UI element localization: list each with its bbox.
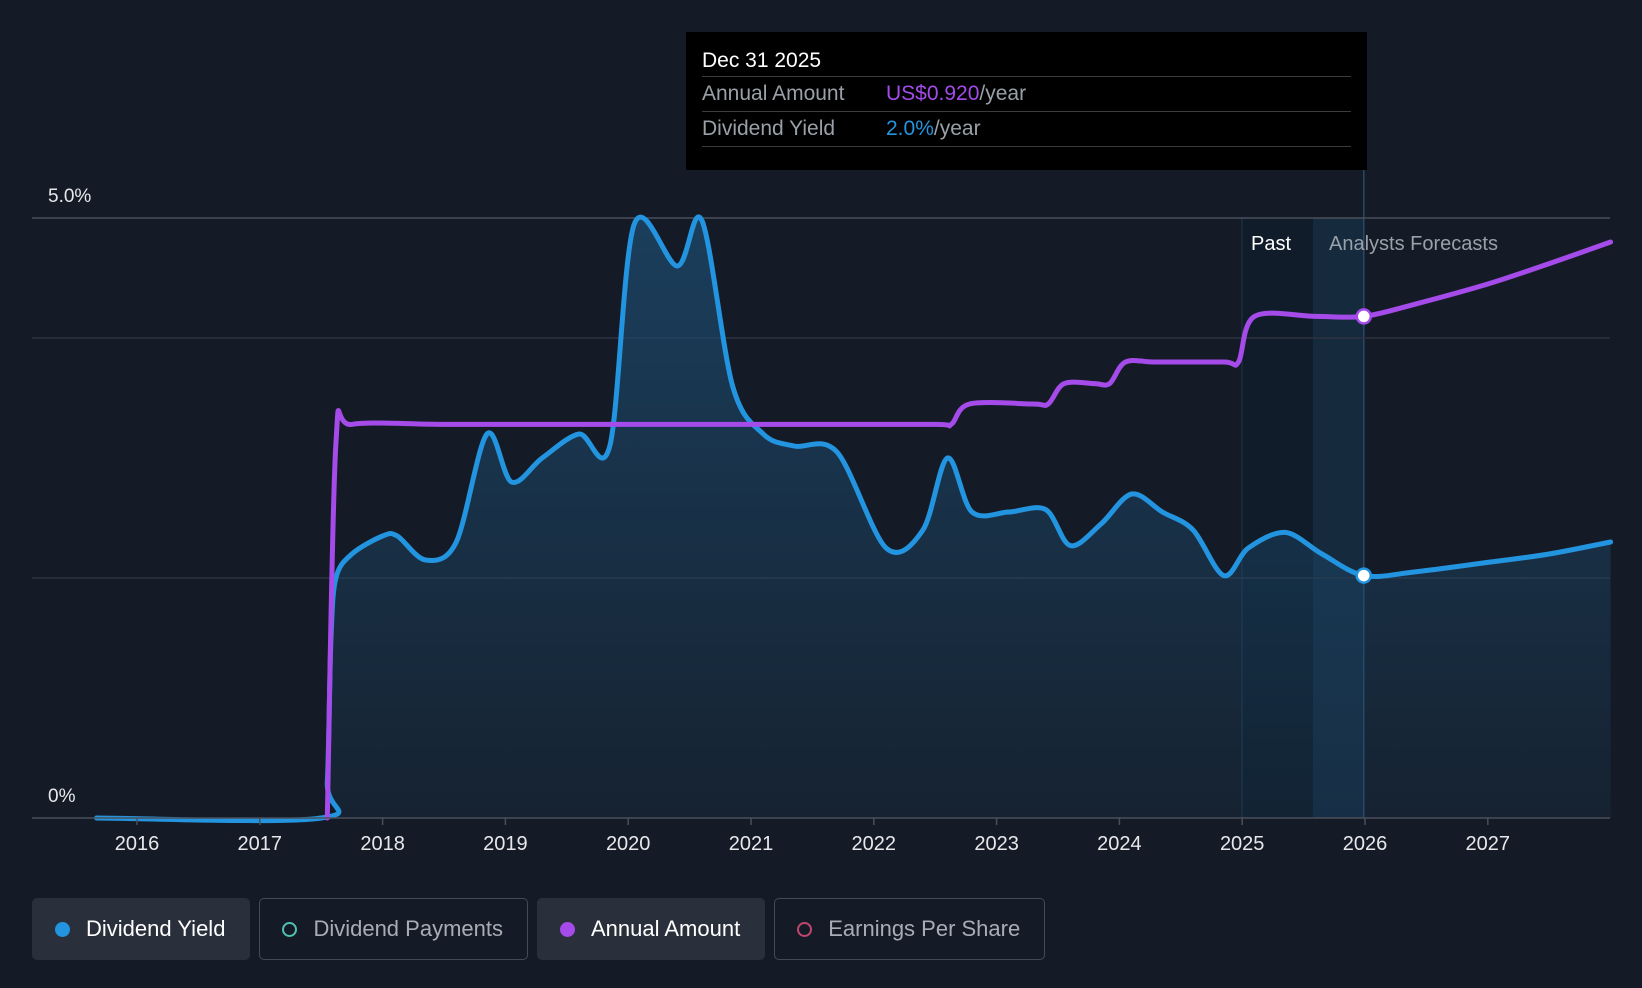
forecast-label: Analysts Forecasts bbox=[1329, 233, 1498, 255]
tooltip-label: Dividend Yield bbox=[702, 117, 836, 140]
legend-earnings-per-share[interactable]: Earnings Per Share bbox=[774, 898, 1046, 960]
legend-dividend-payments[interactable]: Dividend Payments bbox=[259, 898, 528, 960]
x-tick-label: 2021 bbox=[729, 833, 774, 855]
legend: Dividend Yield Dividend Payments Annual … bbox=[32, 898, 1046, 960]
tooltip-date: Dec 31 2025 bbox=[702, 49, 822, 72]
x-tick-label: 2027 bbox=[1466, 833, 1511, 855]
x-tick-label: 2020 bbox=[606, 833, 651, 855]
tooltip-row-annual-amount: Annual Amount US$0.920 /year bbox=[702, 76, 1351, 111]
legend-annual-amount[interactable]: Annual Amount bbox=[536, 898, 766, 960]
dividend-yield-line bbox=[94, 214, 1614, 824]
legend-label: Dividend Payments bbox=[313, 916, 503, 941]
legend-label: Annual Amount bbox=[590, 916, 741, 941]
x-tick-label: 2025 bbox=[1220, 833, 1265, 855]
x-tick-label: 2019 bbox=[483, 833, 528, 855]
tooltip-value: 2.0% bbox=[886, 117, 934, 140]
annual-amount-marker bbox=[1355, 308, 1373, 325]
y-axis-label-top: 5.0% bbox=[48, 186, 91, 207]
y-axis-label-bottom: 0% bbox=[48, 786, 76, 807]
x-tick-label: 2024 bbox=[1097, 833, 1142, 855]
legend-label: Earnings Per Share bbox=[828, 916, 1021, 941]
tooltip-label: Annual Amount bbox=[702, 82, 845, 105]
legend-label: Dividend Yield bbox=[86, 916, 226, 941]
legend-dividend-yield[interactable]: Dividend Yield bbox=[32, 898, 251, 960]
x-tick-label: 2017 bbox=[238, 833, 283, 855]
annual-amount-line bbox=[324, 239, 1614, 821]
legend-dot-icon bbox=[282, 921, 298, 937]
tooltip: Dec 31 2025 Annual Amount US$0.920 /year… bbox=[686, 32, 1367, 170]
x-tick-label: 2016 bbox=[115, 833, 160, 855]
x-tick-label: 2018 bbox=[360, 833, 405, 855]
past-label: Past bbox=[1251, 233, 1291, 255]
dividend-yield-area bbox=[96, 216, 1611, 821]
tooltip-row-dividend-yield: Dividend Yield 2.0% /year bbox=[702, 111, 1351, 147]
tooltip-unit: /year bbox=[979, 82, 1027, 105]
legend-dot-icon bbox=[55, 921, 70, 937]
x-tick-label: 2023 bbox=[974, 833, 1019, 855]
tooltip-unit: /year bbox=[933, 117, 981, 140]
x-tick-label: 2022 bbox=[852, 833, 897, 855]
x-tick-label: 2026 bbox=[1343, 833, 1388, 855]
legend-dot-icon bbox=[559, 921, 575, 937]
legend-dot-icon bbox=[797, 921, 813, 937]
tooltip-value: US$0.920 bbox=[886, 82, 980, 105]
dividend-yield-marker bbox=[1355, 567, 1373, 584]
